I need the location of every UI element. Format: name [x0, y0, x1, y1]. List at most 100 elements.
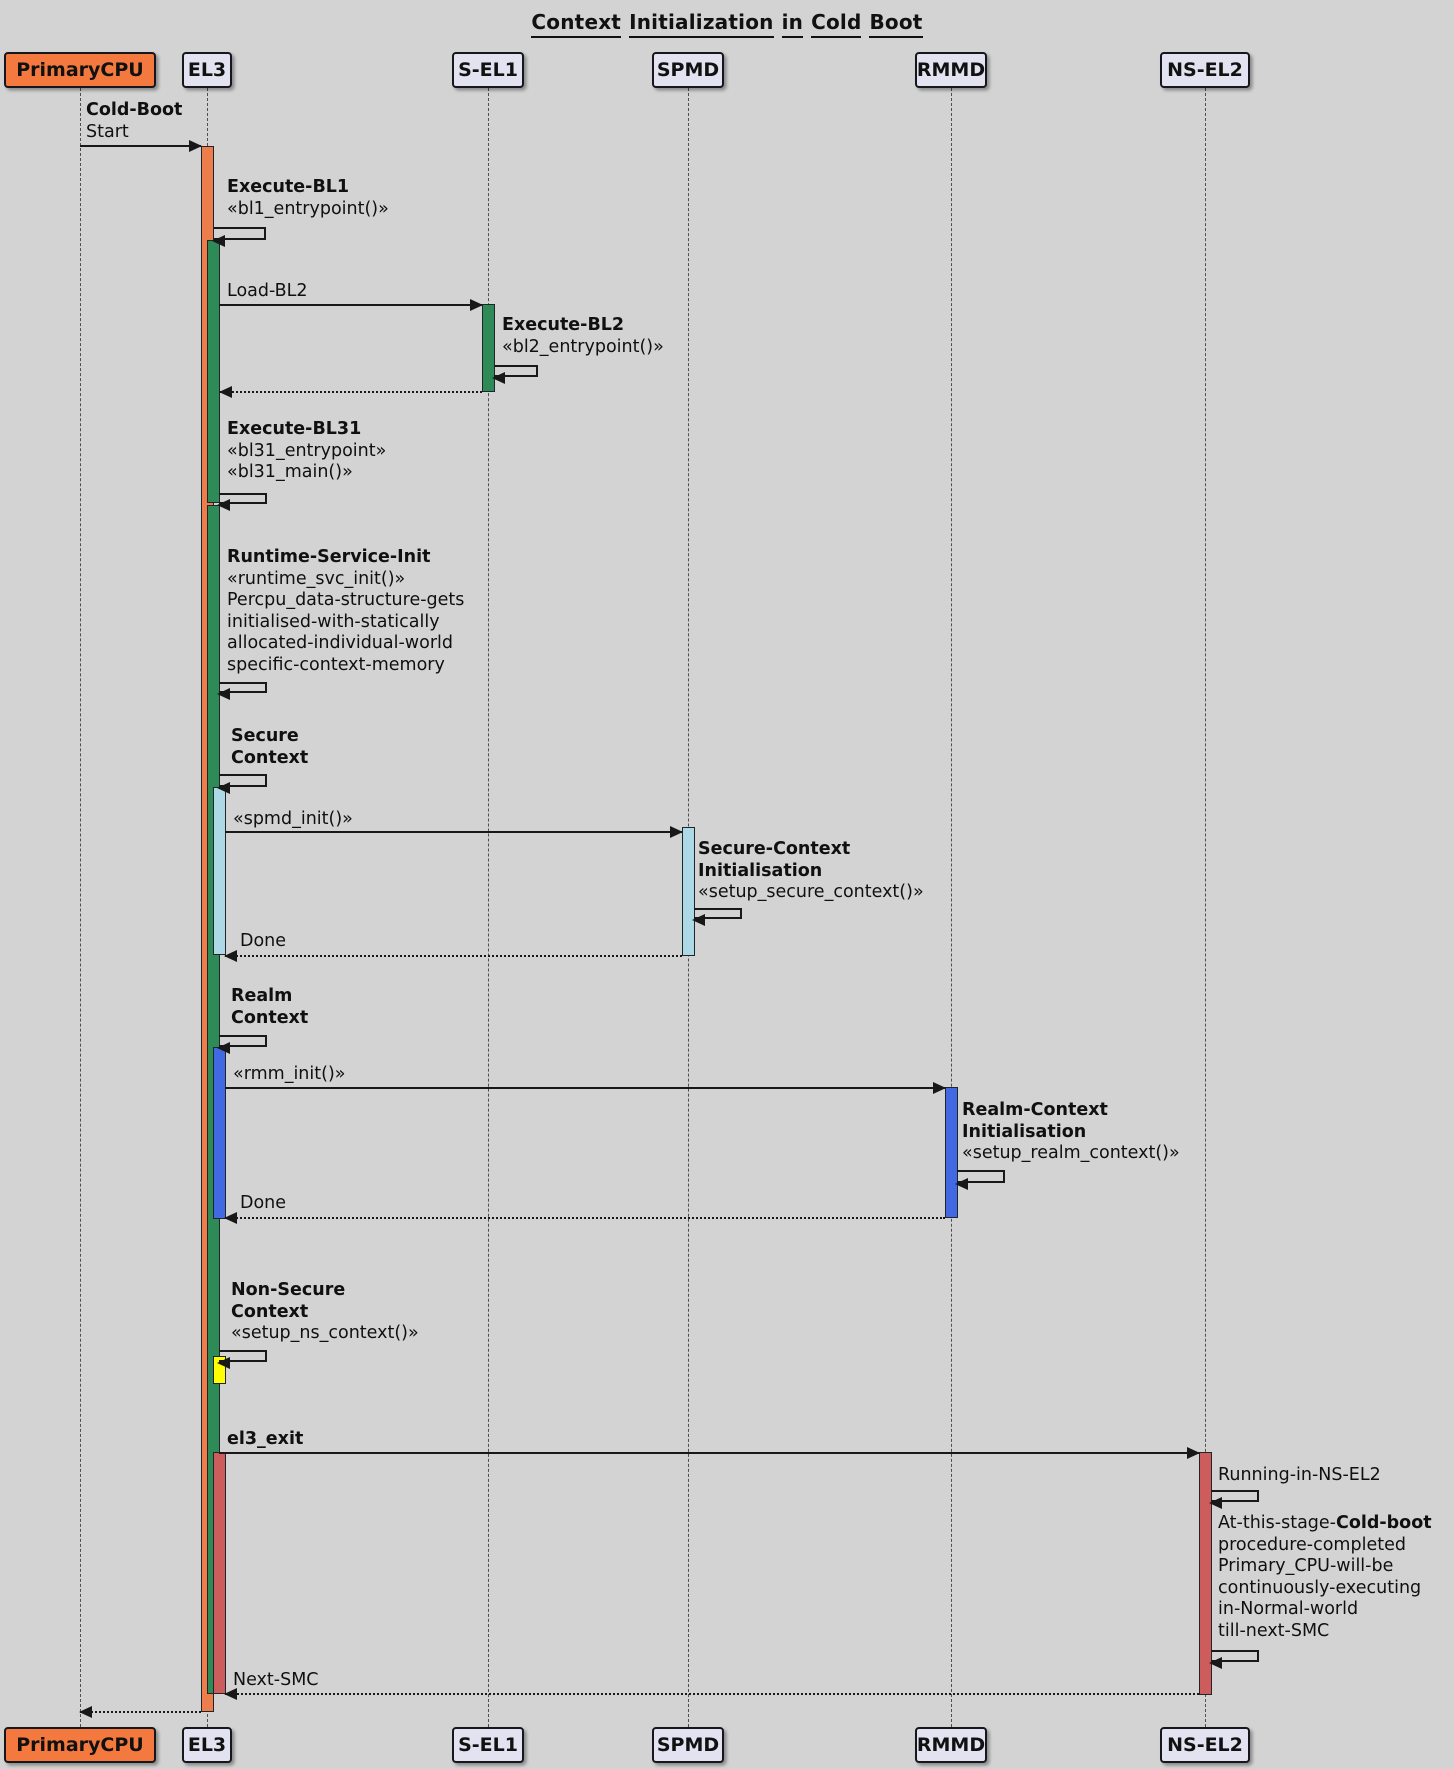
- activation-el3-realm-ctx: [213, 1047, 226, 1219]
- label-line: «rmm_init()»: [233, 1064, 346, 1084]
- label-cold-boot-complete: At-this-stage-Cold-boot procedure-comple…: [1218, 1513, 1432, 1642]
- self-message-secure-context: [217, 774, 267, 794]
- arrowhead-left-icon: [217, 1041, 230, 1054]
- label-line: el3_exit: [227, 1429, 304, 1449]
- arrow-return-primarycpu: [79, 1705, 201, 1718]
- label-line: Primary_CPU-will-be: [1218, 1556, 1394, 1576]
- arrowhead-left-icon: [1209, 1496, 1222, 1509]
- arrow-return-done-secure: [224, 949, 682, 962]
- label-line: in-Normal-world: [1218, 1599, 1359, 1619]
- label-line: Realm-Context: [962, 1100, 1108, 1120]
- participant-top-primarycpu: PrimaryCPU: [4, 52, 156, 88]
- participant-bottom-primarycpu: PrimaryCPU: [4, 1727, 156, 1763]
- arrowhead-left-icon: [224, 949, 237, 962]
- self-message-setup-secure-context: [692, 908, 742, 926]
- label-line: Start: [86, 121, 129, 142]
- arrowhead-left-icon: [212, 234, 225, 247]
- arrowhead-left-icon: [224, 1211, 237, 1224]
- self-message-runtime-init: [217, 682, 267, 700]
- arrowhead-left-icon: [692, 913, 705, 926]
- label-line: Running-in-NS-EL2: [1218, 1465, 1381, 1485]
- participant-top-spmd: SPMD: [652, 52, 724, 88]
- label-line: procedure-completed: [1218, 1534, 1406, 1555]
- title-word: Boot: [869, 10, 923, 38]
- participant-top-s-el1: S-EL1: [452, 52, 524, 88]
- label-line: Execute-BL2: [502, 315, 625, 335]
- self-message-execute-bl31: [217, 493, 267, 511]
- arrowhead-left-icon: [217, 498, 230, 511]
- label-secure-context-initialisation: Secure-Context Initialisation «setup_sec…: [698, 839, 924, 904]
- diagram-title: Context Initialization in Cold Boot: [0, 10, 1454, 38]
- arrow-rmm-init: [225, 1081, 946, 1094]
- label-next-smc: Next-SMC: [233, 1670, 319, 1692]
- arrowhead-right-icon: [470, 298, 483, 311]
- label-line: Runtime-Service-Init: [227, 547, 431, 567]
- label-line: At-this-stage-Cold-boot: [1218, 1513, 1432, 1535]
- self-message-till-next-smc: [1209, 1650, 1259, 1669]
- label-runtime-service-init: Runtime-Service-Init «runtime_svc_init()…: [227, 547, 464, 676]
- label-line: Execute-BL1: [227, 177, 350, 197]
- label-running-in-ns-el2: Running-in-NS-EL2: [1218, 1465, 1381, 1487]
- label-line: «bl1_entrypoint()»: [227, 198, 389, 219]
- label-line: Secure: [231, 726, 299, 746]
- lifeline-ns-el2: [1205, 88, 1206, 1727]
- arrow-return-done-realm: [224, 1211, 945, 1224]
- label-line: allocated-individual-world: [227, 633, 453, 653]
- arrowhead-left-icon: [219, 385, 232, 398]
- participant-bottom-ns-el2: NS-EL2: [1160, 1727, 1250, 1763]
- label-line: Context: [231, 1007, 309, 1028]
- title-word: Context: [531, 10, 622, 38]
- label-line: «spmd_init()»: [233, 809, 353, 829]
- activation-ns-el2-running: [1199, 1452, 1212, 1695]
- self-message-setup-ns-context: [217, 1350, 267, 1369]
- label-line: initialised-with-statically: [227, 611, 440, 632]
- participant-bottom-el3: EL3: [182, 1727, 232, 1763]
- arrowhead-left-icon: [217, 781, 230, 794]
- label-el3-exit: el3_exit: [227, 1429, 303, 1451]
- arrowhead-right-icon: [933, 1081, 946, 1094]
- label-line: «setup_ns_context()»: [231, 1323, 419, 1343]
- title-word: Initialization: [629, 10, 774, 38]
- label-line: «setup_realm_context()»: [962, 1143, 1180, 1163]
- label-done-secure: Done: [240, 931, 286, 953]
- participant-top-ns-el2: NS-EL2: [1160, 52, 1250, 88]
- label-line: «bl31_main()»: [227, 462, 353, 482]
- label-done-realm: Done: [240, 1193, 286, 1215]
- arrowhead-left-icon: [955, 1177, 968, 1190]
- label-realm-context: Realm Context: [231, 986, 308, 1029]
- self-message-execute-bl2: [492, 365, 538, 384]
- label-line: Cold-Boot: [86, 100, 183, 120]
- lifeline-rmmd: [951, 88, 952, 1727]
- label-line: Execute-BL31: [227, 419, 362, 439]
- lifeline-s-el1: [488, 88, 489, 1727]
- activation-rmmd-realm-init: [945, 1087, 958, 1218]
- label-execute-bl2: Execute-BL2 «bl2_entrypoint()»: [502, 315, 664, 358]
- lifeline-primarycpu: [80, 88, 81, 1727]
- activation-el3-secure-ctx: [213, 787, 226, 955]
- label-line: Done: [240, 931, 287, 951]
- arrowhead-left-icon: [224, 1687, 237, 1700]
- participant-top-rmmd: RMMD: [915, 52, 987, 88]
- activation-el3-bl1: [207, 240, 220, 503]
- label-line: Initialisation: [698, 860, 823, 881]
- arrowhead-right-icon: [1187, 1446, 1200, 1459]
- self-message-execute-bl1: [212, 227, 266, 247]
- label-non-secure-context: Non-Secure Context «setup_ns_context()»: [231, 1280, 419, 1345]
- arrowhead-right-icon: [670, 825, 683, 838]
- label-line: Non-Secure: [231, 1280, 346, 1300]
- label-line: «bl2_entrypoint()»: [502, 336, 664, 357]
- self-message-running-ns-el2: [1209, 1490, 1259, 1509]
- arrowhead-left-icon: [217, 687, 230, 700]
- label-secure-context: Secure Context: [231, 726, 308, 769]
- self-message-setup-realm-context: [955, 1170, 1005, 1190]
- label-load-bl2: Load-BL2: [227, 281, 308, 303]
- label-line: «runtime_svc_init()»: [227, 568, 406, 589]
- arrow-return-next-smc: [224, 1687, 1199, 1700]
- label-line: Done: [240, 1193, 287, 1213]
- label-line: Secure-Context: [698, 839, 851, 859]
- label-segment: At-this-stage-: [1218, 1513, 1336, 1533]
- arrowhead-left-icon: [79, 1705, 92, 1718]
- label-line: Context: [231, 1301, 309, 1322]
- arrow-el3-exit: [219, 1446, 1200, 1459]
